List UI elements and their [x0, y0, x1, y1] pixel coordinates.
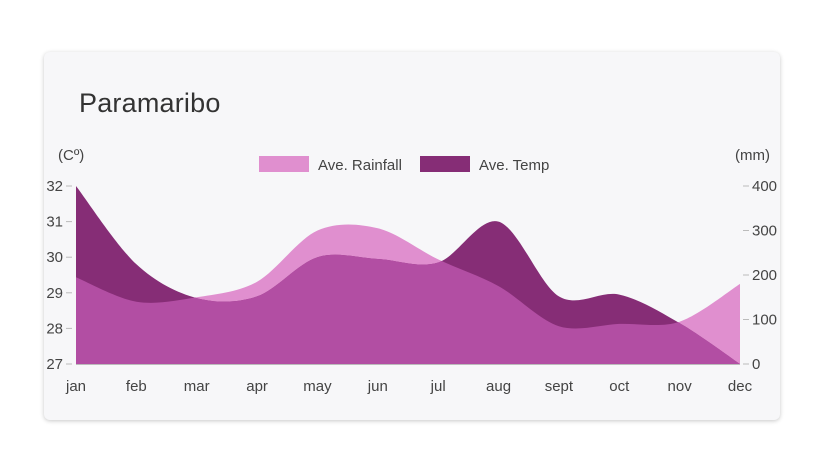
legend-swatch	[259, 156, 309, 172]
axes: jan feb mar apr may jun jul aug sept oct nov dec 27 2…	[46, 147, 777, 395]
y-right-tick-label: 100	[752, 312, 777, 329]
x-tick-label: jan	[65, 378, 86, 395]
x-tick-label: aug	[486, 378, 511, 395]
y-left-tick-label: 32	[46, 178, 63, 195]
plot-area	[76, 186, 740, 364]
x-tick-label: jun	[367, 378, 388, 395]
legend-item-ave-rainfall[interactable]: Ave. Rainfall	[259, 156, 402, 174]
x-tick-label: dec	[728, 378, 753, 395]
y-left-tick-label: 28	[46, 320, 63, 337]
x-tick-label: oct	[609, 378, 630, 395]
legend-swatch	[420, 156, 470, 172]
x-tick-label: may	[303, 378, 332, 395]
x-tick-label: nov	[668, 378, 693, 395]
x-tick-label: apr	[246, 378, 268, 395]
y-left-tick-label: 29	[46, 285, 63, 302]
series-overlap-area	[76, 224, 740, 364]
x-tick-label: mar	[184, 378, 210, 395]
chart-title: Paramaribo	[79, 88, 221, 118]
y-right-tick-label: 300	[752, 223, 777, 240]
y-right-unit-label: (mm)	[735, 147, 770, 164]
y-left-tick-label: 27	[46, 356, 63, 373]
x-tick-label: sept	[545, 378, 574, 395]
y-left-unit-label: (Cº)	[58, 147, 84, 164]
x-tick-label: feb	[126, 378, 147, 395]
chart-legend[interactable]: Ave. Rainfall Ave. Temp	[259, 156, 549, 174]
legend-label: Ave. Rainfall	[318, 157, 402, 174]
y-right-tick-label: 0	[752, 356, 760, 373]
legend-label: Ave. Temp	[479, 157, 549, 174]
y-left-tick-label: 31	[46, 214, 63, 231]
y-right-tick-label: 400	[752, 178, 777, 195]
legend-item-ave-temp[interactable]: Ave. Temp	[420, 156, 549, 174]
y-left-tick-label: 30	[46, 249, 63, 266]
y-right-tick-label: 200	[752, 267, 777, 284]
x-tick-label: jul	[430, 378, 446, 395]
